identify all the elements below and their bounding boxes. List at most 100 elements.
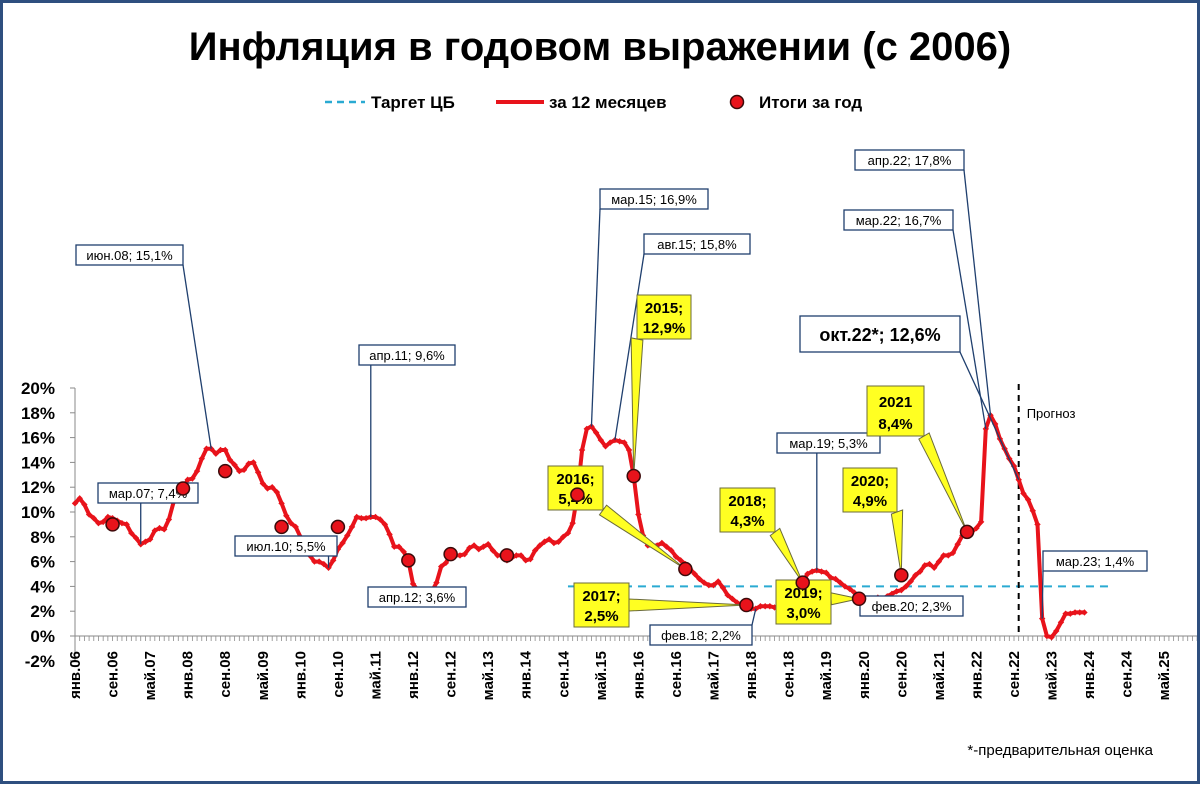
x-tick-label: сен.08 [217,651,234,698]
monthly-point [550,539,558,547]
annotation-box [75,244,184,266]
monthly-point [621,439,628,446]
monthly-point [729,595,736,602]
annotation-text: окт.22*; 12,6% [819,325,940,345]
monthly-point [292,523,299,531]
annotation-text: апр.22; 17,8% [868,153,952,168]
x-tick-label: янв.14 [518,650,535,699]
monthly-point [719,584,727,591]
monthly-point [1071,609,1079,616]
monthly-point [400,548,407,555]
monthly-point [1081,609,1088,616]
annotation-text: июл.10; 5,5% [246,539,326,554]
monthly-point [311,558,318,565]
annotation-box [599,188,709,210]
monthly-point [484,541,492,548]
monthly-point [344,532,351,539]
monthly-point [198,455,205,462]
annual-point [274,519,289,535]
callout-pointer [628,598,747,612]
monthly-point [893,588,900,595]
monthly-point [846,585,853,593]
x-tick-label: май.21 [931,651,948,700]
monthly-point [132,534,140,542]
annotation-box [97,482,199,504]
monthly-point [1029,507,1036,514]
annotation-leader [963,169,992,416]
annual-point [626,468,641,484]
monthly-point [381,521,389,528]
monthly-point [808,568,816,575]
x-tick-label: сен.20 [893,651,910,698]
monthly-point [635,511,642,518]
x-tick-label: янв.20 [856,651,873,699]
monthly-point [663,543,670,550]
monthly-point [907,578,914,585]
monthly-point [827,574,835,581]
monthly-point [231,461,238,469]
annual-point [217,463,233,479]
legend-monthly-label: за 12 месяцев [549,93,667,112]
monthly-point [1020,490,1027,497]
x-tick-label: май.11 [367,651,384,700]
monthly-point [165,516,173,523]
y-tick-label: 0% [30,627,55,646]
monthly-point [818,568,825,575]
monthly-point [578,446,586,454]
monthly-point [193,467,201,475]
monthly-point [930,564,938,571]
annotation-leader [959,351,1020,481]
x-tick-label: сен.18 [781,651,798,698]
x-tick-label: янв.08 [180,651,197,699]
annotation-text: мар.07; 7,4% [109,486,188,501]
y-tick-label: 18% [21,404,55,423]
monthly-point [353,513,360,521]
annual-point [499,548,515,563]
callout-pointer [598,504,686,570]
x-tick-label: янв.22 [968,651,985,699]
legend-annual-label: Итоги за год [759,93,862,112]
y-tick-label: 4% [30,577,55,596]
monthly-point [898,586,905,594]
annual-series [105,463,975,613]
annual-point [175,481,191,496]
annotation-box [854,149,965,171]
monthly-point [945,552,952,559]
annual-point [959,524,975,540]
annotation-text: июн.08; 15,1% [86,248,173,263]
y-tick-label: 16% [21,429,55,448]
monthly-point [348,523,356,531]
annotation-box [643,233,751,255]
monthly-point [320,560,328,568]
monthly-point [653,542,661,549]
x-tick-label: сен.12 [443,651,460,698]
x-tick-label: янв.24 [1081,650,1098,699]
monthly-point [710,581,717,589]
monthly-point [527,555,534,563]
monthly-point [287,519,295,527]
annual-point [739,597,754,613]
monthly-point [376,516,384,523]
monthly-point [489,547,497,554]
monthly-point [226,456,234,464]
y-tick-label: 10% [21,503,55,522]
monthly-point [531,547,539,554]
monthly-point [330,557,337,564]
annotation-text: апр.12; 3,6% [379,590,456,605]
monthly-point [926,560,933,568]
forecast-label: Прогноз [1027,406,1076,421]
monthly-point [1048,634,1055,641]
y-tick-label: 2% [30,602,55,621]
x-tick-label: янв.12 [405,651,422,699]
monthly-point [912,572,919,579]
x-tick-label: май.07 [142,651,159,700]
callout-box [842,467,898,513]
monthly-point [757,603,764,610]
callout-text: 2018; [728,493,766,510]
monthly-point [1057,619,1065,626]
monthly-point [358,515,365,522]
monthly-point [339,539,346,547]
forecast-layer: Прогноз [1017,384,1076,636]
callout-pointer [769,527,804,583]
